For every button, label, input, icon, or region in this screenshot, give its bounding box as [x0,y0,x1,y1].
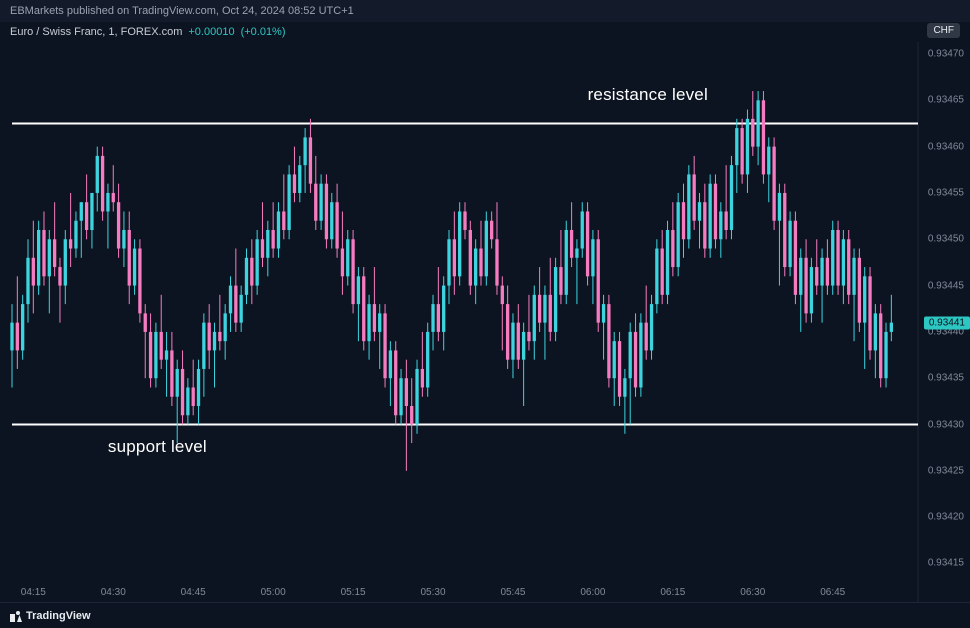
x-tick-label: 05:15 [341,587,366,598]
x-tick-label: 05:30 [421,587,446,598]
x-tick-label: 04:15 [21,587,46,598]
y-tick-label: 0.93445 [928,280,964,291]
footer-bar: TradingView [0,602,970,628]
y-tick-label: 0.93465 [928,95,964,106]
x-tick-label: 05:45 [500,587,525,598]
currency-badge: CHF [927,23,960,38]
y-tick-label: 0.93430 [928,419,964,430]
x-tick-label: 06:30 [740,587,765,598]
x-tick-label: 04:45 [181,587,206,598]
chart-area[interactable]: 0.93415 0.93420 0.93425 0.93430 0.93435 0.934… [0,42,970,602]
x-tick-label: 04:30 [101,587,126,598]
y-tick-label: 0.93470 [928,49,964,60]
y-tick-label: 0.93450 [928,234,964,245]
pair-label: Euro / Swiss Franc, 1, FOREX.com [10,26,182,38]
annotation-label: support level [108,437,207,457]
tradingview-logo[interactable]: TradingView [10,610,91,622]
x-tick-label: 06:45 [820,587,845,598]
y-tick-label: 0.93420 [928,512,964,523]
annotation-label: resistance level [588,85,708,105]
change-abs: +0.00010 [188,26,234,38]
y-axis: 0.93415 0.93420 0.93425 0.93430 0.93435 0.934… [918,42,970,602]
candlestick-chart [0,42,970,602]
publish-info-text: EBMarkets published on TradingView.com, … [10,5,354,17]
symbol-bar: Euro / Swiss Franc, 1, FOREX.com +0.0001… [0,22,970,42]
y-tick-label: 0.93460 [928,141,964,152]
y-tick-label: 0.93415 [928,558,964,569]
x-axis: 04:15 04:30 04:45 05:00 05:15 05:30 05:45 06:00… [0,582,918,602]
change-pct: (+0.01%) [241,26,286,38]
y-tick-label: 0.93435 [928,373,964,384]
x-tick-label: 06:00 [580,587,605,598]
x-tick-label: 05:00 [261,587,286,598]
publish-info-bar: EBMarkets published on TradingView.com, … [0,0,970,22]
y-tick-label: 0.93455 [928,187,964,198]
x-tick-label: 06:15 [660,587,685,598]
current-price-tag: 0.93441 [924,316,970,329]
y-tick-label: 0.93425 [928,465,964,476]
tradingview-icon [10,610,22,622]
brand-label: TradingView [26,610,91,622]
